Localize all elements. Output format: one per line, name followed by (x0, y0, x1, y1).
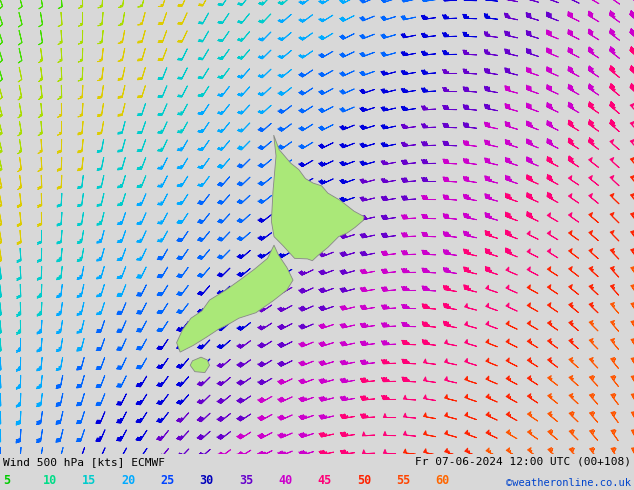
Polygon shape (177, 245, 293, 352)
Text: Fr 07-06-2024 12:00 UTC (00+108): Fr 07-06-2024 12:00 UTC (00+108) (415, 457, 631, 467)
Polygon shape (190, 357, 209, 372)
Text: 20: 20 (121, 474, 135, 487)
Text: 25: 25 (160, 474, 174, 487)
Text: 10: 10 (42, 474, 56, 487)
Text: 40: 40 (278, 474, 292, 487)
Text: 5: 5 (3, 474, 10, 487)
Text: Wind 500 hPa [kts] ECMWF: Wind 500 hPa [kts] ECMWF (3, 457, 165, 467)
Polygon shape (271, 135, 364, 261)
Text: 55: 55 (396, 474, 410, 487)
Text: 35: 35 (239, 474, 253, 487)
Text: 50: 50 (357, 474, 371, 487)
Text: 30: 30 (200, 474, 214, 487)
Text: ©weatheronline.co.uk: ©weatheronline.co.uk (506, 478, 631, 488)
Text: 15: 15 (82, 474, 96, 487)
Text: 60: 60 (436, 474, 450, 487)
Text: 45: 45 (318, 474, 332, 487)
